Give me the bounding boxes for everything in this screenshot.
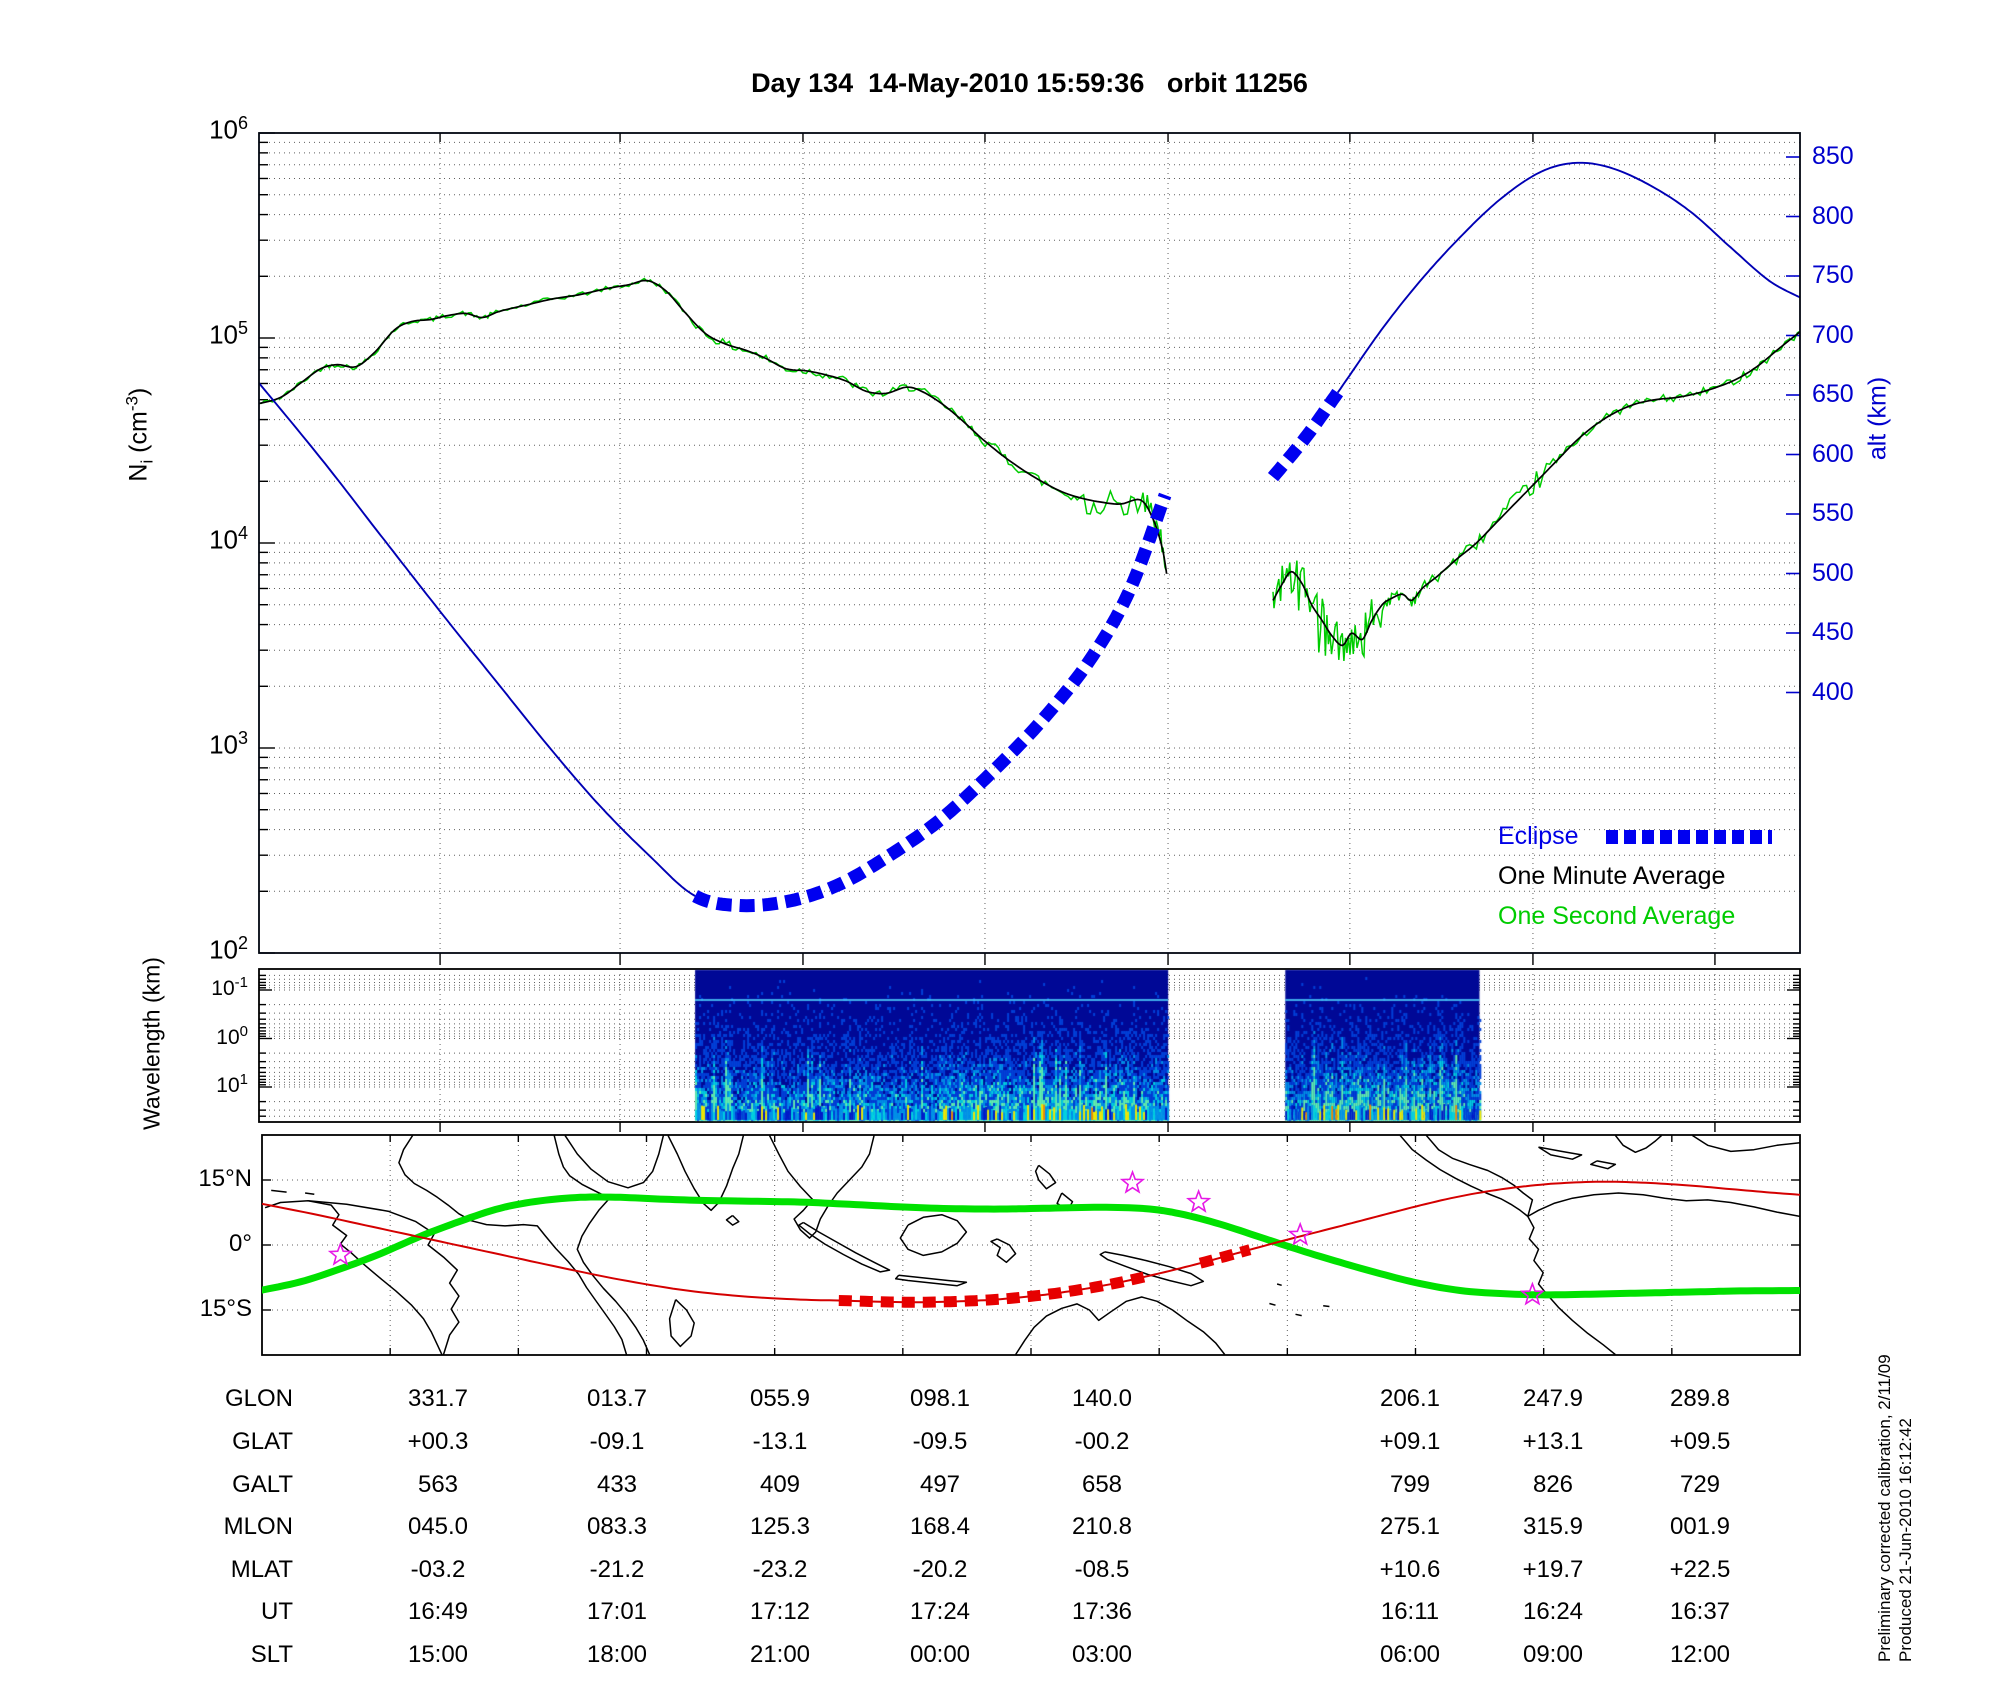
table-cell: -00.2 [1074,1428,1130,1455]
altitude-axis-tick-label: 500 [1812,558,1854,587]
table-cell: 06:00 [1379,1641,1441,1668]
table-cell: 247.9 [1522,1385,1584,1412]
altitude-axis-tick-label: 400 [1812,677,1854,706]
eclipse-star-marker [1519,1281,1545,1306]
table-cell: 658 [1081,1471,1123,1498]
legend-one-second-label: One Second Average [1498,902,1736,930]
altitude-axis-tick-label: 450 [1812,618,1854,646]
table-cell: 289.8 [1669,1385,1731,1412]
density-axis-tick-label: 102 [209,933,248,965]
wavelength-axis-tick-label: 100 [216,1022,248,1049]
page-title: Day 134 14-May-2010 15:59:36 orbit 11256 [751,68,1308,98]
table-cell: +13.1 [1522,1428,1584,1455]
table-cell: 16:49 [407,1598,469,1625]
table-cell: 001.9 [1669,1513,1731,1540]
table-cell: +09.5 [1669,1428,1731,1455]
table-cell: 16:24 [1522,1598,1584,1625]
map-latitude-label: 15°S [199,1294,252,1322]
altitude-axis-tick-label: 750 [1812,261,1854,289]
eclipse-star-marker [1287,1221,1313,1246]
legend-eclipse-label: Eclipse [1498,822,1579,850]
wavelength-axis-tick-label: 101 [216,1071,248,1097]
table-cell: 799 [1389,1471,1431,1498]
altitude-axis-tick-label: 800 [1812,201,1854,230]
table-cell: 055.9 [749,1385,811,1412]
table-cell: 315.9 [1522,1513,1584,1540]
table-cell: 140.0 [1071,1385,1133,1412]
table-cell: 00:00 [909,1641,971,1668]
table-cell: 275.1 [1379,1513,1441,1540]
map-latitude-label: 15°N [198,1165,252,1192]
density-axis-tick-label: 103 [209,728,248,760]
table-cell: 433 [596,1471,638,1498]
production-note-line1: Preliminary corrected calibration, 2/11/… [1875,1354,1894,1662]
table-cell: -23.2 [752,1556,808,1583]
table-row-label: MLAT [230,1556,293,1583]
table-cell: -09.1 [589,1428,645,1455]
density-axis-tick-label: 105 [209,318,248,350]
table-cell: 563 [417,1471,459,1498]
table-cell: 098.1 [909,1385,971,1412]
table-cell: 12:00 [1669,1641,1731,1668]
table-row-label: GLAT [232,1428,293,1455]
table-cell: 03:00 [1071,1641,1133,1668]
table-row-label: GALT [232,1471,293,1498]
table-cell: 17:12 [749,1598,811,1625]
density-axis-tick-label: 104 [209,523,248,555]
table-cell: 17:36 [1071,1598,1133,1625]
table-cell: 210.8 [1071,1513,1133,1540]
table-cell: 409 [759,1471,801,1498]
table-cell: 21:00 [749,1641,811,1668]
table-cell: +22.5 [1669,1556,1731,1583]
table-cell: -13.1 [752,1428,808,1455]
table-cell: +09.1 [1379,1428,1441,1455]
table-cell: -20.2 [912,1556,968,1583]
table-cell: +00.3 [407,1428,469,1455]
table-cell: 729 [1679,1471,1721,1498]
table-cell: 206.1 [1379,1385,1441,1412]
table-row-label: UT [261,1598,293,1625]
map-latitude-label: 0° [229,1230,252,1257]
eclipse-star-marker [327,1241,354,1266]
table-row-label: SLT [250,1641,293,1668]
table-cell: -21.2 [589,1556,645,1583]
altitude-axis-tick-label: 550 [1812,499,1854,527]
table-cell: 09:00 [1522,1641,1584,1668]
wavelength-axis-tick-label: 10-1 [211,974,248,1000]
table-cell: +10.6 [1379,1556,1441,1583]
table-cell: 18:00 [586,1641,648,1668]
production-note: Preliminary corrected calibration, 2/11/… [1874,1270,1920,1662]
table-cell: 125.3 [749,1513,811,1540]
table-cell: -03.2 [410,1556,466,1583]
eclipse-star-marker [1186,1188,1212,1213]
table-cell: 16:37 [1669,1598,1731,1625]
density-axis-tick-label: 106 [209,113,248,145]
table-cell: 168.4 [909,1513,971,1540]
table-cell: 013.7 [586,1385,648,1412]
eclipse-star-marker [1119,1169,1146,1194]
altitude-axis-tick-label: 600 [1812,439,1854,468]
table-row-label: MLON [223,1513,293,1540]
spectrogram-canvas [259,969,1800,1122]
table-cell: 17:01 [586,1598,648,1625]
table-row-label: GLON [224,1385,293,1412]
table-cell: 331.7 [407,1385,469,1412]
production-note-line2: Produced 21-Jun-2010 16:12:42 [1896,1418,1915,1662]
table-cell: 083.3 [586,1513,648,1540]
altitude-axis-tick-label: 700 [1812,320,1854,349]
table-cell: +19.7 [1522,1556,1584,1583]
table-cell: 497 [919,1471,961,1498]
altitude-axis-tick-label: 650 [1812,380,1854,408]
table-cell: 826 [1532,1471,1574,1498]
table-cell: 16:11 [1380,1598,1440,1625]
altitude-axis-tick-label: 850 [1812,142,1854,170]
legend-one-minute-label: One Minute Average [1498,862,1726,890]
table-cell: -09.5 [912,1428,968,1455]
table-cell: 17:24 [909,1598,971,1625]
table-cell: -08.5 [1074,1556,1130,1583]
table-cell: 045.0 [407,1513,469,1540]
table-cell: 15:00 [407,1641,469,1668]
